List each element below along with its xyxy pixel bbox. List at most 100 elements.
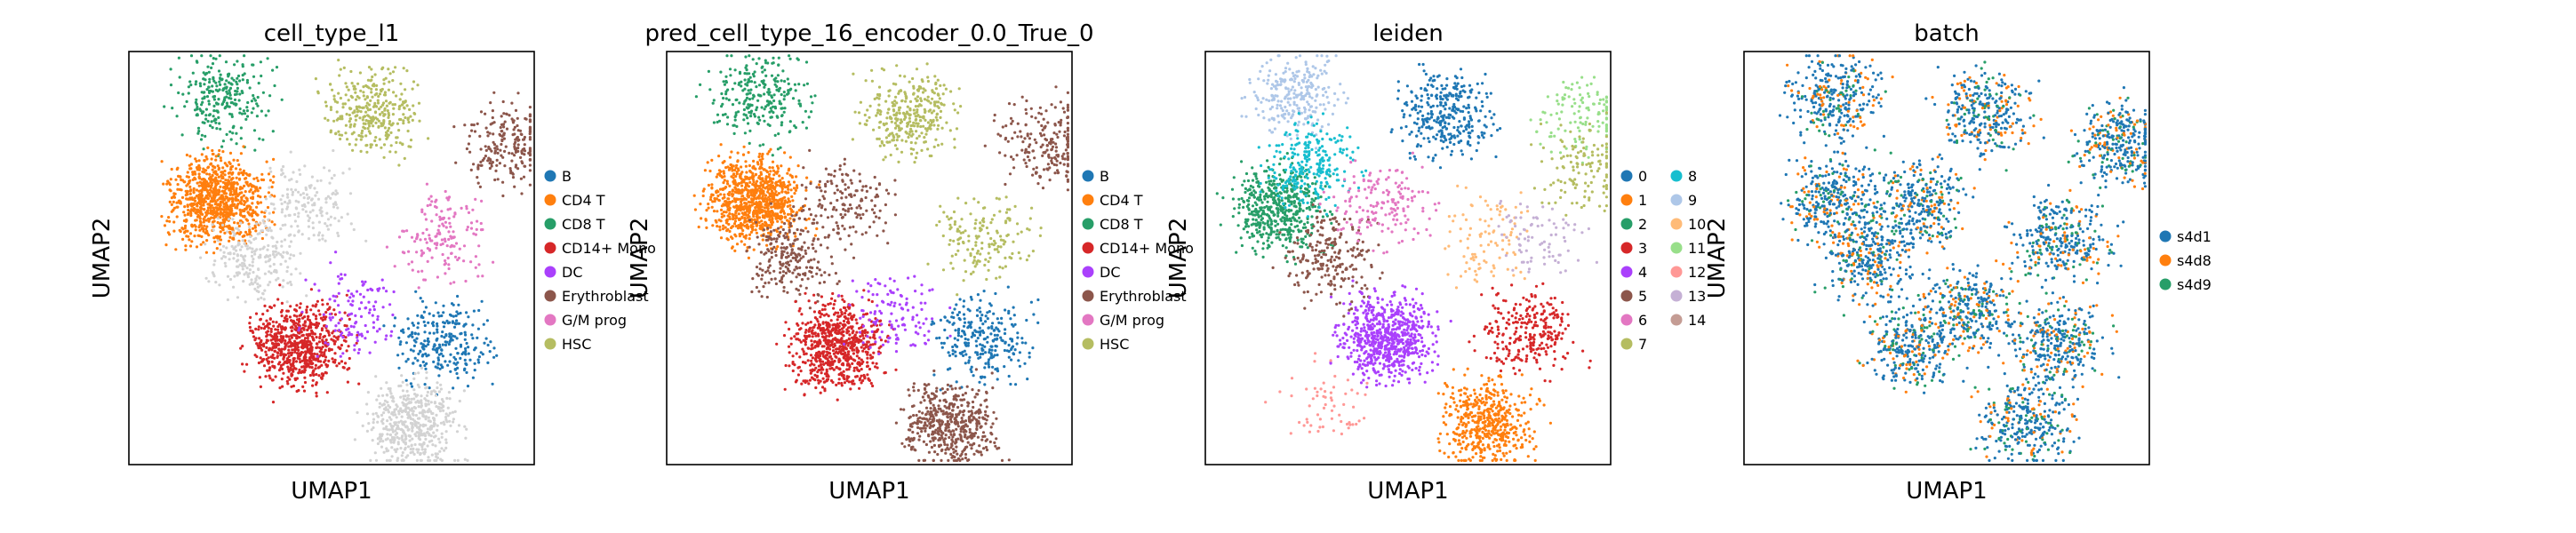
data-point — [311, 221, 315, 225]
data-point — [341, 336, 345, 339]
data-point — [183, 213, 187, 217]
data-point — [440, 406, 444, 410]
data-point — [280, 301, 284, 305]
data-point — [163, 105, 166, 108]
data-point — [231, 237, 235, 241]
data-point — [210, 183, 213, 187]
data-point — [471, 376, 476, 379]
data-point — [246, 204, 250, 208]
data-point — [348, 296, 352, 299]
data-point — [410, 397, 413, 401]
data-point — [699, 203, 702, 206]
data-point — [388, 126, 391, 130]
data-point — [761, 114, 765, 118]
data-point — [423, 397, 427, 401]
data-point — [376, 314, 380, 318]
data-point — [384, 338, 388, 341]
data-point — [495, 163, 499, 167]
data-point — [267, 259, 270, 263]
data-point — [765, 99, 770, 103]
data-point — [731, 195, 734, 198]
data-point — [272, 262, 276, 266]
data-point — [462, 244, 467, 248]
data-point — [260, 172, 264, 176]
data-point — [271, 320, 275, 323]
data-point — [354, 314, 357, 317]
data-point — [214, 81, 218, 84]
data-point — [216, 181, 220, 186]
data-point — [261, 322, 265, 326]
data-point — [430, 426, 434, 429]
data-point — [347, 99, 350, 102]
data-point — [226, 181, 229, 185]
data-point — [733, 186, 737, 189]
data-point — [271, 252, 276, 256]
data-point — [401, 389, 404, 393]
data-point — [250, 111, 253, 115]
data-point — [380, 87, 384, 91]
data-point — [334, 324, 338, 328]
data-point — [392, 91, 396, 94]
data-point — [271, 180, 275, 184]
data-point — [262, 357, 266, 362]
data-point — [218, 54, 221, 58]
data-point — [380, 386, 383, 390]
data-point — [722, 171, 726, 175]
data-point — [211, 168, 214, 171]
data-point — [284, 200, 287, 204]
data-point — [286, 195, 290, 199]
data-point — [284, 318, 288, 322]
data-point — [915, 111, 918, 115]
data-point — [939, 84, 942, 87]
data-point — [764, 105, 768, 108]
data-point — [396, 457, 400, 460]
data-point — [790, 195, 794, 198]
data-point — [348, 125, 352, 129]
data-point — [314, 367, 317, 370]
data-point — [252, 270, 255, 274]
data-point — [693, 208, 698, 211]
data-point — [183, 231, 187, 235]
data-point — [397, 235, 402, 239]
data-point — [289, 233, 292, 236]
data-point — [226, 208, 229, 211]
data-point — [337, 130, 340, 133]
data-point — [232, 252, 236, 256]
data-point — [217, 115, 220, 119]
data-point — [496, 178, 500, 181]
panel-title: pred_cell_type_16_encoder_0.0_True_0 — [644, 20, 1093, 47]
data-point — [243, 203, 246, 206]
data-point — [189, 84, 193, 87]
data-point — [399, 446, 403, 450]
data-point — [268, 281, 272, 284]
data-point — [458, 399, 461, 403]
data-point — [279, 262, 283, 266]
data-point — [256, 179, 260, 183]
data-point — [508, 167, 512, 171]
data-point — [880, 67, 884, 70]
data-point — [276, 362, 281, 366]
data-point — [472, 309, 476, 313]
data-point — [956, 111, 960, 115]
data-point — [442, 311, 445, 314]
data-point — [403, 251, 406, 255]
data-point — [900, 120, 904, 123]
data-point — [308, 340, 312, 344]
data-point — [274, 244, 277, 248]
data-point — [237, 172, 241, 176]
data-point — [243, 234, 246, 237]
data-point — [167, 216, 171, 219]
data-point — [400, 92, 404, 96]
data-point — [764, 74, 768, 77]
data-point — [412, 377, 416, 380]
data-point — [428, 234, 431, 237]
data-point — [406, 129, 410, 133]
data-point — [202, 110, 205, 114]
data-point — [262, 298, 266, 301]
data-point — [427, 354, 430, 357]
data-point — [222, 255, 226, 259]
data-point — [224, 179, 228, 182]
data-point — [224, 265, 228, 268]
data-point — [363, 126, 367, 131]
data-point — [368, 107, 372, 111]
